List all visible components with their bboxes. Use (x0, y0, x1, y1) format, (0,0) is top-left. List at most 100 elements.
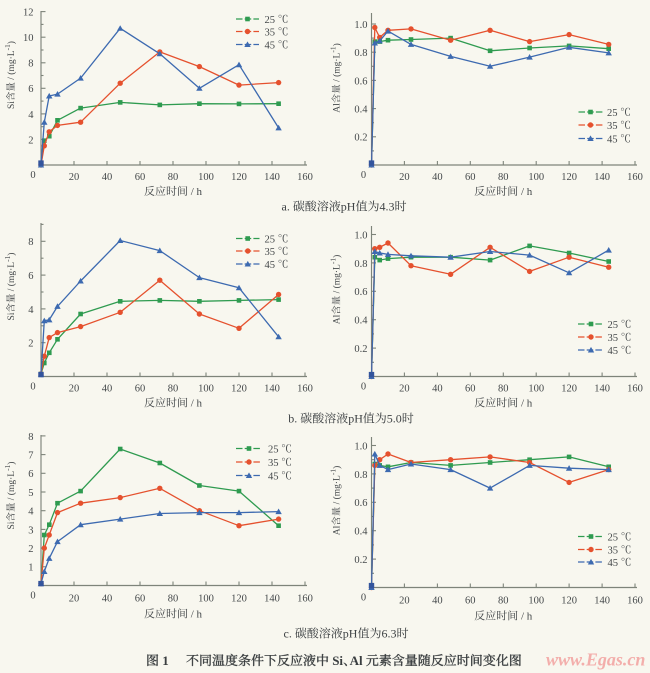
svg-text:20: 20 (399, 596, 410, 607)
svg-text:100: 100 (198, 594, 214, 605)
svg-text:80: 80 (168, 172, 179, 183)
svg-text:0: 0 (361, 382, 366, 393)
svg-text:pH: pH (348, 412, 363, 426)
svg-text:80: 80 (498, 172, 509, 183)
svg-text:20: 20 (399, 172, 410, 183)
svg-text:h: h (527, 186, 533, 198)
svg-text:0.6: 0.6 (354, 498, 367, 509)
svg-text:0.2: 0.2 (354, 555, 367, 566)
svg-text:6: 6 (28, 271, 33, 282)
svg-text:h: h (527, 398, 533, 410)
svg-text:0.4: 0.4 (354, 105, 368, 116)
svg-text:80: 80 (168, 384, 179, 395)
svg-text:25: 25 (265, 15, 276, 26)
svg-text:40: 40 (432, 596, 443, 607)
svg-text:20: 20 (399, 384, 410, 395)
svg-text:40: 40 (432, 172, 443, 183)
svg-text:140: 140 (264, 594, 280, 605)
svg-text:-1: -1 (3, 44, 12, 50)
svg-text:6: 6 (28, 469, 33, 480)
svg-text:0: 0 (361, 593, 366, 604)
svg-text:(mg·L: (mg·L (332, 264, 343, 288)
svg-text:0.6: 0.6 (354, 287, 367, 298)
svg-text:/: / (191, 398, 195, 410)
svg-text:Si: Si (332, 653, 343, 668)
svg-text:0.8: 0.8 (354, 470, 367, 481)
svg-text:45: 45 (608, 558, 619, 569)
svg-text:): ) (6, 462, 17, 465)
svg-text:100: 100 (528, 172, 544, 183)
svg-text:www.Egas.cn: www.Egas.cn (546, 650, 645, 670)
svg-text:/: / (333, 290, 343, 293)
svg-text:25: 25 (608, 532, 619, 543)
svg-text:60: 60 (135, 594, 146, 605)
svg-text:/: / (521, 398, 525, 410)
svg-text:35: 35 (265, 27, 276, 38)
svg-text:8: 8 (28, 59, 33, 70)
svg-text:160: 160 (627, 384, 643, 395)
svg-text:40: 40 (102, 172, 113, 183)
svg-text:80: 80 (168, 594, 179, 605)
svg-text:0.4: 0.4 (354, 316, 368, 327)
svg-text:h: h (197, 398, 203, 410)
svg-text:pH: pH (343, 627, 358, 641)
svg-text:25: 25 (608, 320, 619, 331)
svg-text:60: 60 (135, 172, 146, 183)
svg-text:pH: pH (341, 200, 356, 214)
svg-text:(mg·L: (mg·L (332, 52, 343, 76)
svg-text:40: 40 (432, 384, 443, 395)
svg-text:Si: Si (7, 312, 17, 320)
svg-text:(mg·L: (mg·L (6, 262, 17, 286)
svg-text:/: / (191, 186, 195, 198)
svg-text:3: 3 (28, 525, 33, 536)
svg-text:8: 8 (28, 237, 33, 248)
svg-text:Si: Si (7, 521, 17, 529)
svg-text:45: 45 (268, 471, 279, 482)
svg-text:10: 10 (23, 33, 34, 44)
svg-text:140: 140 (594, 172, 610, 183)
svg-text:160: 160 (627, 596, 643, 607)
svg-text:4: 4 (28, 305, 34, 316)
svg-text:140: 140 (264, 384, 280, 395)
svg-text:140: 140 (264, 172, 280, 183)
svg-text:40: 40 (102, 594, 113, 605)
svg-text:): ) (332, 255, 343, 258)
svg-text:25: 25 (268, 444, 279, 455)
svg-text:0.8: 0.8 (354, 259, 367, 270)
svg-text:6.3: 6.3 (382, 627, 397, 641)
svg-text:/: / (333, 79, 343, 82)
svg-text:Al: Al (350, 653, 363, 668)
svg-text:35: 35 (608, 545, 619, 556)
svg-text:160: 160 (627, 172, 643, 183)
svg-text:a.: a. (282, 200, 290, 214)
svg-text:0.8: 0.8 (354, 48, 367, 59)
svg-text:100: 100 (528, 384, 544, 395)
svg-text:2: 2 (28, 135, 33, 146)
svg-text:45: 45 (265, 260, 276, 271)
svg-text:160: 160 (297, 594, 313, 605)
svg-text:/: / (7, 497, 17, 500)
svg-text:b.: b. (288, 412, 297, 426)
svg-text:60: 60 (465, 384, 476, 395)
svg-text:45: 45 (265, 40, 276, 51)
svg-text:35: 35 (265, 247, 276, 258)
svg-text:/: / (333, 501, 343, 504)
svg-text:h: h (197, 609, 203, 621)
svg-text:h: h (527, 611, 533, 623)
svg-text:/: / (521, 186, 525, 198)
svg-text:2: 2 (28, 544, 33, 555)
svg-text:2: 2 (28, 339, 33, 350)
svg-text:160: 160 (297, 384, 313, 395)
svg-text:25: 25 (607, 108, 618, 119)
svg-text:(mg·L: (mg·L (6, 50, 17, 74)
svg-text:80: 80 (498, 596, 509, 607)
svg-text:1.0: 1.0 (354, 441, 367, 452)
svg-text:-1: -1 (3, 464, 12, 470)
svg-text:8: 8 (28, 432, 33, 443)
svg-text:45: 45 (608, 346, 619, 357)
svg-text:100: 100 (198, 384, 214, 395)
svg-text:/: / (7, 77, 17, 80)
svg-text:-1: -1 (329, 46, 338, 52)
svg-text:35: 35 (268, 458, 279, 469)
svg-text:-1: -1 (329, 258, 338, 264)
